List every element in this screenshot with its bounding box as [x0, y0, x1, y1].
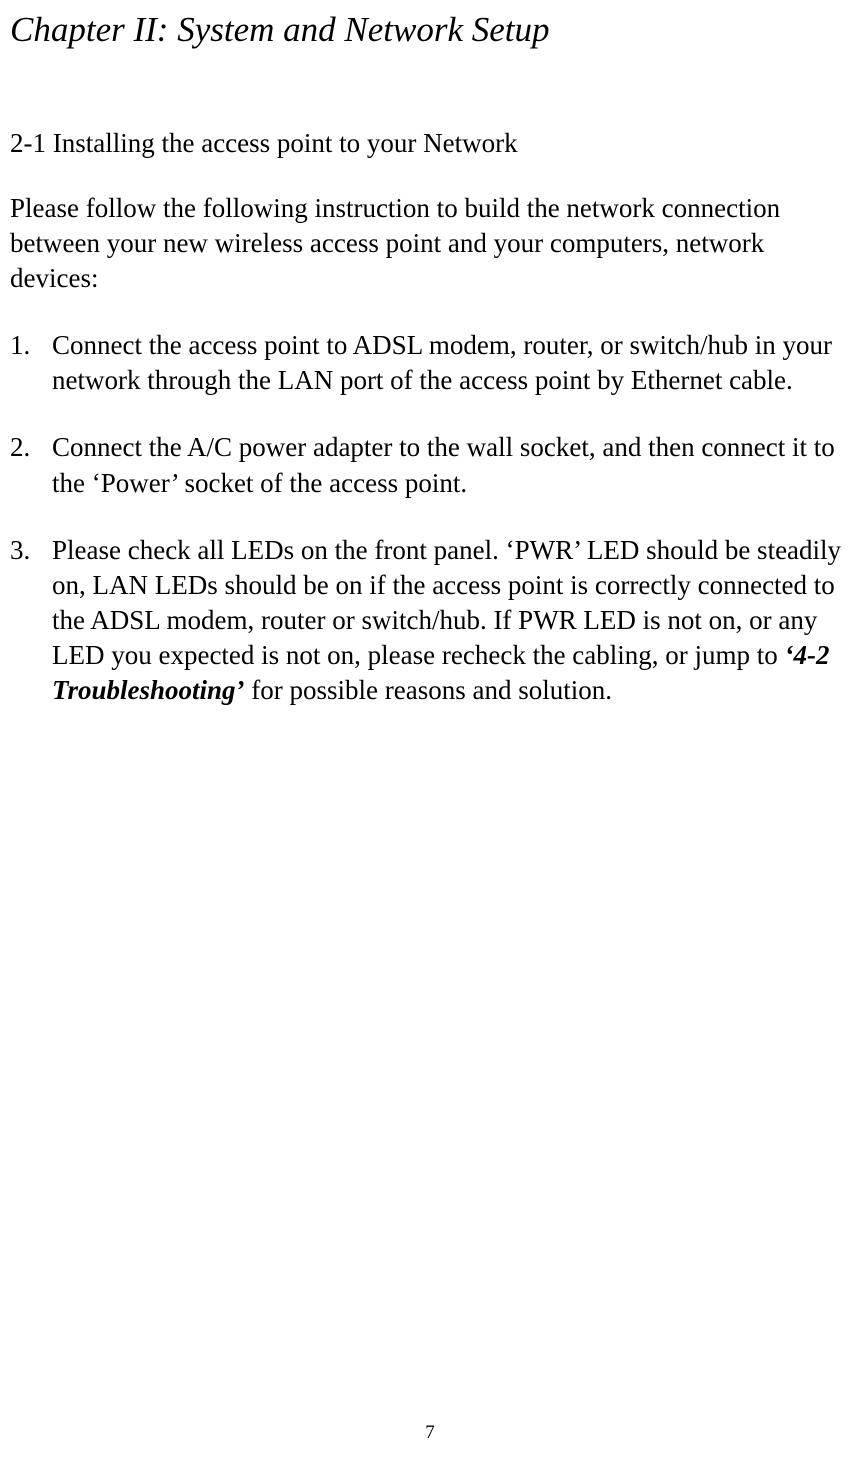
list-item: 2. Connect the A/C power adapter to the …	[10, 430, 852, 500]
list-marker: 2.	[10, 430, 30, 465]
list-item: 1. Connect the access point to ADSL mode…	[10, 328, 852, 398]
chapter-title: Chapter II: System and Network Setup	[10, 10, 852, 50]
list-item-text-after: for possible reasons and solution.	[245, 675, 612, 705]
list-item-text-before: Please check all LEDs on the front panel…	[52, 535, 841, 670]
page-number: 7	[0, 1422, 860, 1444]
list-marker: 3.	[10, 533, 30, 568]
list-item: 3. Please check all LEDs on the front pa…	[10, 533, 852, 708]
list-item-text: Connect the A/C power adapter to the wal…	[52, 432, 835, 497]
section-title: 2-1 Installing the access point to your …	[10, 128, 852, 159]
list-marker: 1.	[10, 328, 30, 363]
intro-paragraph: Please follow the following instruction …	[10, 191, 852, 296]
list-item-text: Connect the access point to ADSL modem, …	[52, 330, 832, 395]
